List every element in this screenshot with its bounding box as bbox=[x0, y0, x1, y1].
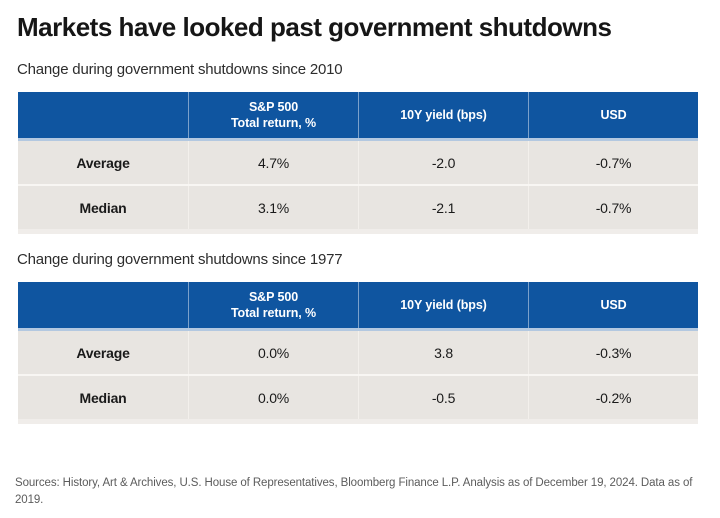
header-sp500-line1: S&P 500 bbox=[248, 99, 299, 114]
header-cell-sp500: S&P 500 Total return, % bbox=[188, 92, 358, 138]
value-average-10y-yield: -2.0 bbox=[358, 141, 528, 184]
table-row: Median 3.1% -2.1 -0.7% bbox=[18, 184, 698, 229]
table-row: Median 0.0% -0.5 -0.2% bbox=[18, 374, 698, 419]
table-shutdowns-since-2010: S&P 500 Total return, % 10Y yield (bps) … bbox=[18, 92, 698, 234]
table-bottom-cap bbox=[18, 229, 698, 234]
value-median-10y-yield: -0.5 bbox=[358, 376, 528, 419]
value-average-sp500: 4.7% bbox=[188, 141, 358, 184]
table-row: Average 4.7% -2.0 -0.7% bbox=[18, 141, 698, 184]
value-average-usd: -0.7% bbox=[528, 141, 698, 184]
page-title: Markets have looked past government shut… bbox=[17, 12, 612, 42]
value-average-usd: -0.3% bbox=[528, 331, 698, 374]
header-sp500-line1: S&P 500 bbox=[248, 289, 299, 304]
value-median-10y-yield: -2.1 bbox=[358, 186, 528, 229]
header-cell-usd: USD bbox=[528, 282, 698, 328]
row-label-median: Median bbox=[79, 389, 127, 406]
table-row: Average 0.0% 3.8 -0.3% bbox=[18, 331, 698, 374]
value-median-sp500: 3.1% bbox=[188, 186, 358, 229]
header-sp500-line2: Total return, % bbox=[230, 306, 317, 320]
header-cell-sp500: S&P 500 Total return, % bbox=[188, 282, 358, 328]
value-median-usd: -0.2% bbox=[528, 376, 698, 419]
row-label-average: Average bbox=[76, 344, 130, 361]
header-cell-usd: USD bbox=[528, 92, 698, 138]
sources-note: Sources: History, Art & Archives, U.S. H… bbox=[15, 477, 693, 506]
value-median-sp500: 0.0% bbox=[188, 376, 358, 419]
table-shutdowns-since-1977: S&P 500 Total return, % 10Y yield (bps) … bbox=[18, 282, 698, 424]
table-bottom-cap bbox=[18, 419, 698, 424]
value-median-usd: -0.7% bbox=[528, 186, 698, 229]
header-cell-10y-yield: 10Y yield (bps) bbox=[358, 282, 528, 328]
header-cell-10y-yield: 10Y yield (bps) bbox=[358, 92, 528, 138]
row-label-median: Median bbox=[79, 199, 127, 216]
table-header-row: S&P 500 Total return, % 10Y yield (bps) … bbox=[18, 282, 698, 331]
table-header-row: S&P 500 Total return, % 10Y yield (bps) … bbox=[18, 92, 698, 141]
header-sp500-line2: Total return, % bbox=[230, 116, 317, 130]
header-cell-empty bbox=[18, 92, 188, 138]
header-cell-empty bbox=[18, 282, 188, 328]
table-1-subtitle: Change during government shutdowns since… bbox=[17, 61, 343, 78]
value-average-sp500: 0.0% bbox=[188, 331, 358, 374]
table-2-subtitle: Change during government shutdowns since… bbox=[17, 251, 343, 268]
row-label-average: Average bbox=[76, 154, 130, 171]
value-average-10y-yield: 3.8 bbox=[358, 331, 528, 374]
